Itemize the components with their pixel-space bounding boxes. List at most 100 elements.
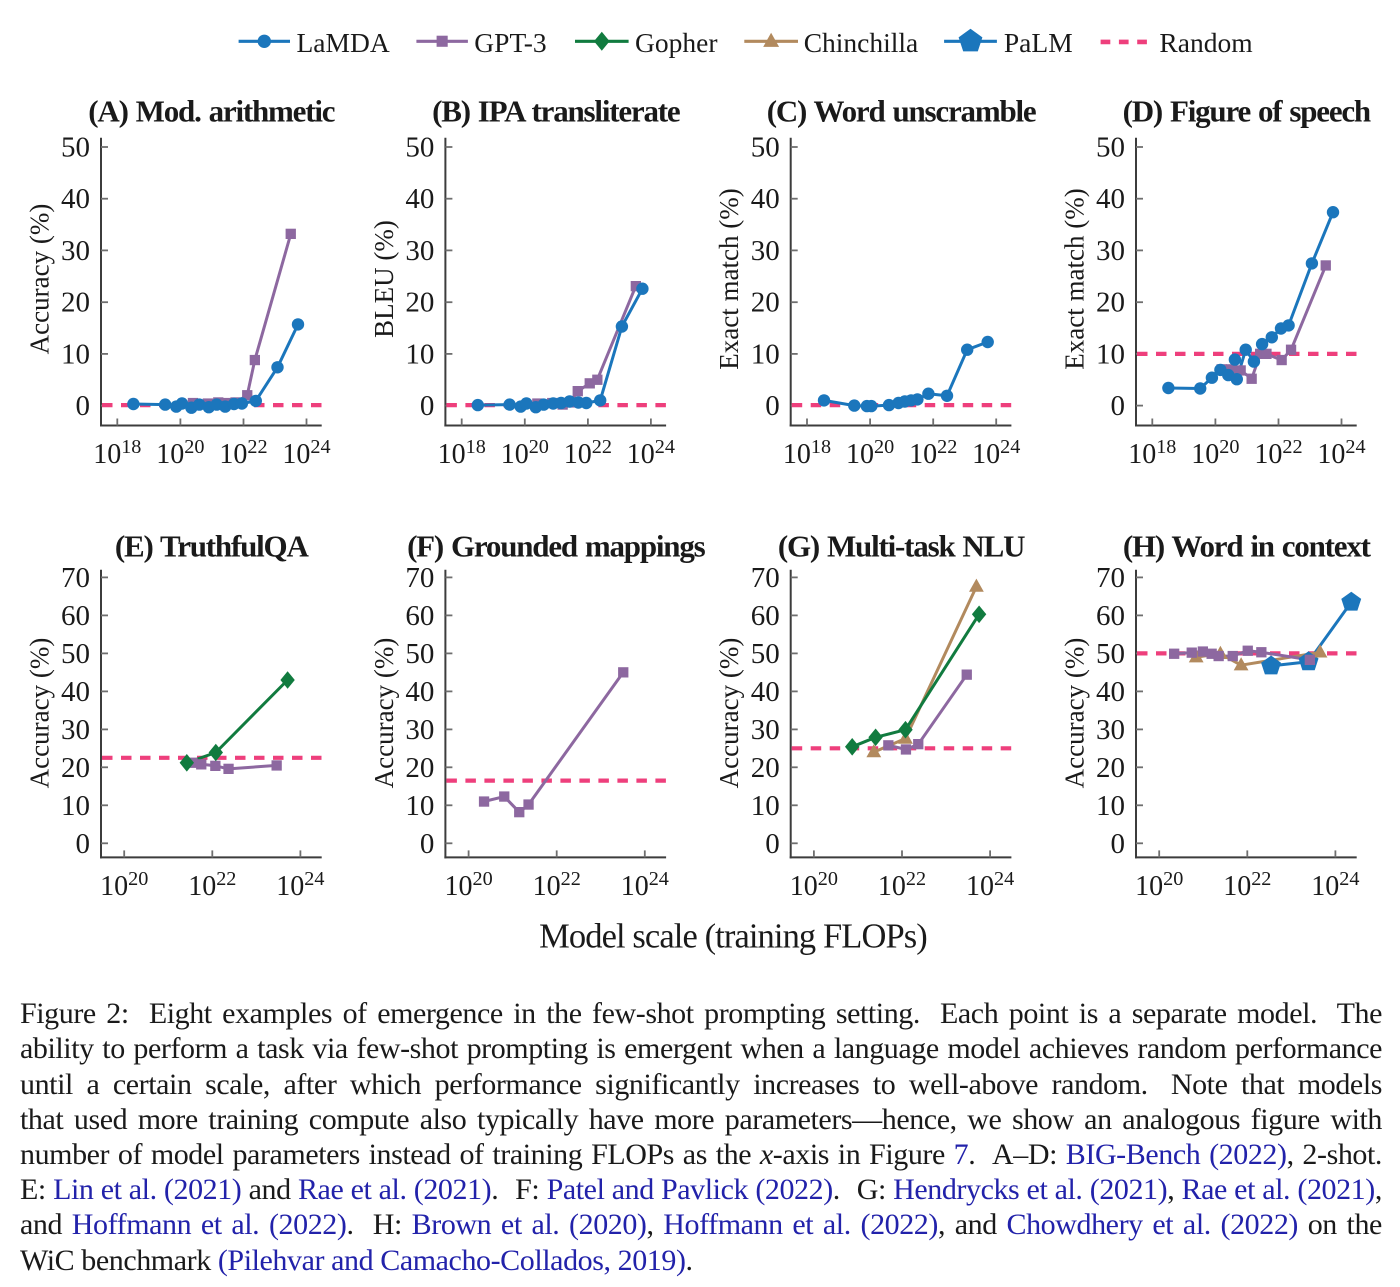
svg-text:1022: 1022 [1254,436,1302,470]
svg-text:20: 20 [751,752,780,784]
svg-text:(B) IPA transliterate: (B) IPA transliterate [432,94,680,129]
svg-text:0: 0 [765,828,780,860]
svg-text:LaMDA: LaMDA [297,27,390,58]
svg-text:1018: 1018 [438,436,486,470]
svg-text:1024: 1024 [621,868,669,902]
svg-text:1024: 1024 [276,868,324,902]
svg-text:50: 50 [61,132,90,164]
svg-text:40: 40 [405,183,434,215]
svg-text:10: 10 [751,338,780,370]
svg-text:20: 20 [405,752,434,784]
svg-text:50: 50 [1096,638,1125,670]
svg-text:GPT-3: GPT-3 [474,27,546,58]
svg-text:(A) Mod. arithmetic: (A) Mod. arithmetic [88,94,334,129]
svg-text:70: 70 [405,562,434,594]
svg-text:1022: 1022 [1223,868,1271,902]
svg-text:1022: 1022 [909,436,957,470]
svg-text:1020: 1020 [445,868,493,902]
svg-text:20: 20 [1096,752,1125,784]
svg-text:60: 60 [751,600,780,632]
svg-text:1018: 1018 [783,436,831,470]
svg-text:40: 40 [61,676,90,708]
svg-text:(F) Grounded mappings: (F) Grounded mappings [407,529,706,564]
svg-text:50: 50 [61,638,90,670]
svg-text:10: 10 [751,790,780,822]
svg-text:50: 50 [405,638,434,670]
svg-text:60: 60 [61,600,90,632]
svg-text:1018: 1018 [93,436,141,470]
svg-text:1020: 1020 [790,868,838,902]
svg-text:(G) Multi-task NLU: (G) Multi-task NLU [778,529,1025,564]
svg-text:30: 30 [751,714,780,746]
svg-text:20: 20 [1096,287,1125,319]
svg-text:1020: 1020 [156,436,204,470]
svg-text:0: 0 [76,390,91,422]
svg-text:0: 0 [76,828,91,860]
svg-text:Accuracy (%): Accuracy (%) [714,638,744,789]
svg-text:1024: 1024 [627,436,675,470]
svg-text:1022: 1022 [878,868,926,902]
svg-text:30: 30 [61,714,90,746]
svg-text:Accuracy (%): Accuracy (%) [25,638,55,789]
svg-text:0: 0 [765,390,780,422]
svg-text:1024: 1024 [1317,436,1365,470]
svg-text:1022: 1022 [564,436,612,470]
svg-text:60: 60 [405,600,434,632]
svg-text:30: 30 [1096,235,1125,267]
svg-text:1022: 1022 [533,868,581,902]
svg-text:70: 70 [751,562,780,594]
svg-text:10: 10 [61,338,90,370]
svg-text:60: 60 [1096,600,1125,632]
svg-text:Exact match (%): Exact match (%) [714,188,744,369]
svg-text:1022: 1022 [188,868,236,902]
svg-text:1020: 1020 [846,436,894,470]
svg-text:0: 0 [420,390,435,422]
svg-text:1018: 1018 [1128,436,1176,470]
svg-text:1020: 1020 [1191,436,1239,470]
svg-text:1024: 1024 [282,436,330,470]
svg-text:40: 40 [405,676,434,708]
svg-text:50: 50 [1096,132,1125,164]
svg-text:30: 30 [61,235,90,267]
svg-text:40: 40 [1096,183,1125,215]
svg-text:1020: 1020 [1135,868,1183,902]
svg-text:50: 50 [405,132,434,164]
svg-text:0: 0 [420,828,435,860]
svg-text:20: 20 [405,287,434,319]
svg-text:50: 50 [751,638,780,670]
svg-text:20: 20 [61,287,90,319]
svg-text:20: 20 [751,287,780,319]
svg-text:30: 30 [405,714,434,746]
svg-text:1024: 1024 [1311,868,1359,902]
svg-text:1024: 1024 [972,436,1020,470]
svg-text:Accuracy (%): Accuracy (%) [369,638,399,789]
svg-text:10: 10 [405,338,434,370]
svg-text:BLEU (%): BLEU (%) [369,220,399,338]
svg-text:Random: Random [1159,27,1252,58]
svg-text:40: 40 [751,183,780,215]
svg-text:70: 70 [1096,562,1125,594]
svg-text:0: 0 [1111,828,1126,860]
svg-text:(C) Word unscramble: (C) Word unscramble [767,94,1036,129]
svg-text:40: 40 [751,676,780,708]
svg-text:Model scale (training FLOPs): Model scale (training FLOPs) [539,918,927,956]
svg-text:1020: 1020 [501,436,549,470]
svg-text:1022: 1022 [219,436,267,470]
svg-text:40: 40 [1096,676,1125,708]
svg-text:30: 30 [1096,714,1125,746]
svg-text:(D) Figure of speech: (D) Figure of speech [1123,94,1371,129]
svg-text:PaLM: PaLM [1004,27,1073,58]
svg-text:30: 30 [405,235,434,267]
svg-text:10: 10 [61,790,90,822]
svg-text:50: 50 [751,132,780,164]
svg-text:20: 20 [61,752,90,784]
svg-text:30: 30 [751,235,780,267]
svg-text:Exact match (%): Exact match (%) [1060,188,1090,369]
svg-text:Chinchilla: Chinchilla [804,27,919,58]
svg-text:(H) Word in context: (H) Word in context [1123,529,1372,564]
svg-text:40: 40 [61,183,90,215]
svg-text:70: 70 [61,562,90,594]
svg-text:Accuracy (%): Accuracy (%) [25,204,55,355]
svg-text:10: 10 [405,790,434,822]
svg-text:0: 0 [1111,390,1126,422]
